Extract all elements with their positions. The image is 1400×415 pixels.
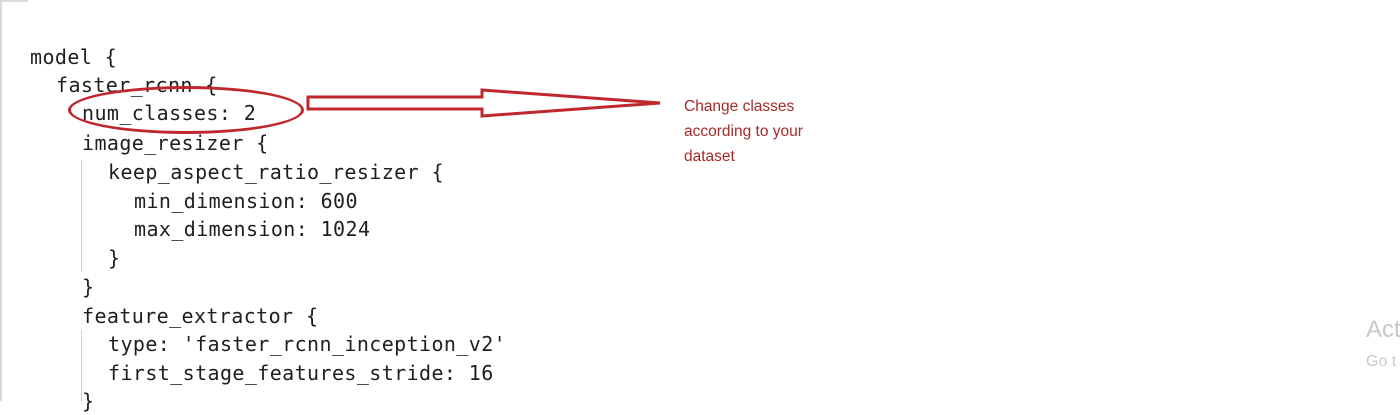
code-line: feature_extractor { xyxy=(82,304,319,328)
code-line: } xyxy=(82,275,95,299)
editor-top-border xyxy=(0,0,28,2)
annotation-note: Change classes according to your dataset xyxy=(684,98,803,165)
activation-watermark-title: Act xyxy=(1366,316,1400,343)
code-line: } xyxy=(108,246,121,270)
arrow-right-icon xyxy=(306,88,661,118)
editor-left-border xyxy=(0,0,2,401)
activation-watermark-subtitle: Go t xyxy=(1366,353,1397,370)
code-line: max_dimension: 1024 xyxy=(134,217,371,241)
code-line: model { xyxy=(30,45,118,69)
code-line: image_resizer { xyxy=(82,131,269,155)
indent-guide xyxy=(81,160,82,272)
highlight-ellipse xyxy=(68,86,304,134)
code-line: keep_aspect_ratio_resizer { xyxy=(108,160,444,184)
code-line: min_dimension: 600 xyxy=(134,189,358,213)
code-line: type: 'faster_rcnn_inception_v2' xyxy=(108,332,507,356)
code-editor: model { faster_rcnn { num_classes: 2 ima… xyxy=(0,0,507,413)
code-line: first_stage_features_stride: 16 xyxy=(108,361,494,385)
code-line: } xyxy=(82,389,95,413)
indent-guide xyxy=(81,330,82,401)
